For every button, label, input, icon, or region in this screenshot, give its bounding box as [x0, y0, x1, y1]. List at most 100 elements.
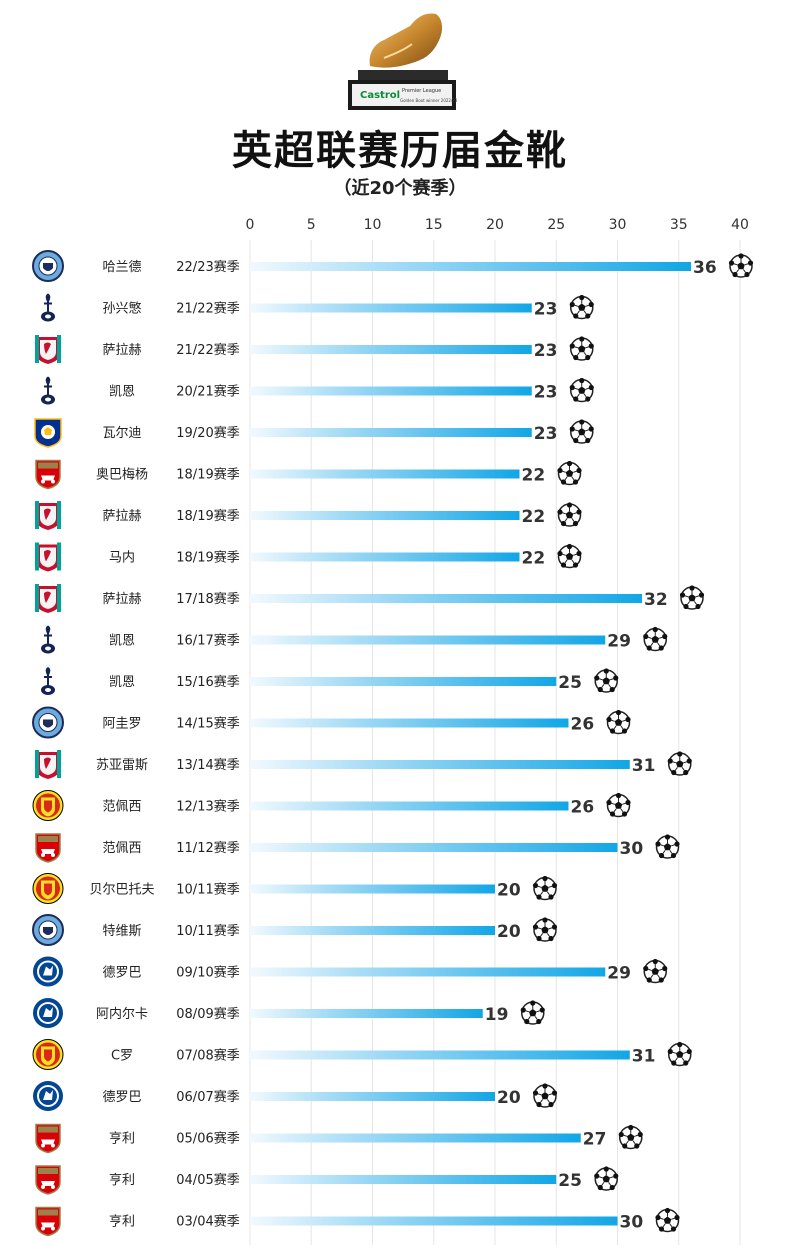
- chart-row: 奥巴梅杨 18/19赛季 22: [35, 459, 582, 490]
- season-label: 20/21赛季: [176, 384, 239, 400]
- plaque-league-text: Premier League: [402, 88, 441, 94]
- season-label: 19/20赛季: [176, 425, 239, 441]
- soccer-ball-icon: [606, 709, 631, 735]
- x-tick-label: 30: [609, 217, 627, 233]
- value-label: 22: [522, 507, 546, 527]
- soccer-ball-icon: [655, 1207, 680, 1233]
- player-name: 阿内尔卡: [96, 1006, 148, 1022]
- man-city-crest-icon: [32, 914, 64, 946]
- value-label: 26: [571, 798, 595, 818]
- man-city-crest-icon: [32, 250, 64, 282]
- player-name: C罗: [111, 1049, 133, 1064]
- man-united-crest-icon: [32, 1039, 64, 1070]
- player-name: 亨利: [109, 1214, 135, 1230]
- value-label: 29: [607, 964, 631, 984]
- player-name: 萨拉赫: [102, 343, 141, 358]
- x-tick-label: 25: [547, 217, 565, 233]
- man-city-crest-icon: [32, 706, 64, 739]
- leicester-crest-icon: [34, 418, 62, 448]
- soccer-ball-icon: [655, 834, 680, 859]
- season-label: 07/08赛季: [176, 1048, 239, 1064]
- value-label: 23: [534, 424, 558, 444]
- soccer-ball-icon: [569, 377, 594, 403]
- arsenal-crest-icon: [35, 1123, 61, 1154]
- season-label: 10/11赛季: [176, 923, 239, 939]
- player-name: 亨利: [109, 1172, 135, 1188]
- value-label: 19: [485, 1005, 509, 1025]
- value-label: 29: [607, 632, 631, 652]
- player-name: 贝尔巴托夫: [89, 883, 154, 898]
- soccer-ball-icon: [667, 751, 692, 776]
- bar: [250, 1133, 581, 1143]
- value-label: 31: [632, 756, 656, 776]
- value-label: 20: [497, 922, 521, 942]
- chart-title: 英超联赛历届金靴: [232, 128, 568, 174]
- tottenham-crest-icon: [41, 376, 55, 405]
- x-tick-label: 0: [246, 217, 255, 233]
- bar: [250, 469, 520, 479]
- player-name: 萨拉赫: [102, 509, 141, 524]
- chart-row: 瓦尔迪 19/20赛季 23: [34, 418, 594, 448]
- player-name: 德罗巴: [102, 1090, 141, 1105]
- bar: [250, 386, 532, 396]
- soccer-ball-icon: [557, 543, 582, 569]
- chart-row: 萨拉赫 21/22赛季 23: [35, 335, 594, 364]
- chart-row: 德罗巴 09/10赛季 29: [33, 956, 668, 987]
- player-name: 马内: [109, 550, 135, 566]
- value-label: 23: [534, 341, 558, 361]
- season-label: 05/06赛季: [176, 1131, 239, 1147]
- x-tick-label: 10: [364, 217, 382, 233]
- bar: [250, 635, 606, 645]
- soccer-ball-icon: [728, 253, 754, 278]
- player-name: 阿圭罗: [102, 717, 141, 732]
- player-name: 凯恩: [109, 675, 135, 690]
- value-label: 32: [644, 590, 668, 610]
- chelsea-crest-icon: [33, 1081, 63, 1111]
- soccer-ball-icon: [643, 626, 668, 652]
- value-label: 22: [522, 549, 546, 569]
- chart-row: 阿内尔卡 08/09赛季 19: [33, 998, 545, 1028]
- season-label: 08/09赛季: [176, 1006, 239, 1022]
- season-label: 22/23赛季: [176, 259, 239, 275]
- soccer-ball-icon: [532, 875, 558, 901]
- bar: [250, 428, 532, 437]
- player-name: 萨拉赫: [102, 592, 141, 607]
- value-label: 25: [558, 1171, 582, 1191]
- value-label: 27: [583, 1130, 607, 1150]
- season-label: 03/04赛季: [176, 1214, 239, 1230]
- season-label: 09/10赛季: [176, 965, 239, 981]
- bar: [250, 1175, 557, 1184]
- season-label: 16/17赛季: [176, 633, 239, 649]
- season-label: 18/19赛季: [176, 467, 239, 483]
- value-label: 20: [497, 1088, 521, 1108]
- value-label: 22: [522, 466, 546, 486]
- chart-row: 特维斯 10/11赛季 20: [32, 914, 558, 946]
- soccer-ball-icon: [679, 585, 705, 610]
- player-name: 孙兴慜: [102, 302, 141, 317]
- chart-row: C罗 07/08赛季 31: [32, 1039, 692, 1070]
- bar: [250, 552, 520, 562]
- liverpool-crest-icon: [35, 584, 61, 613]
- soccer-ball-icon: [606, 792, 631, 818]
- season-label: 11/12赛季: [176, 840, 239, 856]
- bar: [250, 843, 618, 852]
- season-label: 21/22赛季: [176, 342, 239, 358]
- chart-row: 萨拉赫 18/19赛季 22: [35, 501, 582, 530]
- x-tick-label: 5: [307, 217, 316, 233]
- season-label: 18/19赛季: [176, 550, 239, 566]
- bar: [250, 345, 532, 354]
- chart-row: 孙兴慜 21/22赛季 23: [41, 293, 594, 322]
- plaque-caption-text: Golden Boot winner 2022/23: [400, 98, 458, 103]
- bar: [250, 511, 520, 520]
- chart-row: 德罗巴 06/07赛季 20: [33, 1081, 558, 1111]
- liverpool-crest-icon: [35, 335, 61, 364]
- bar: [250, 1050, 630, 1060]
- player-name: 德罗巴: [102, 966, 141, 981]
- bar: [250, 594, 642, 603]
- player-name: 范佩西: [102, 800, 141, 815]
- value-label: 36: [693, 258, 717, 278]
- soccer-ball-icon: [594, 1166, 619, 1191]
- soccer-ball-icon: [557, 460, 582, 486]
- season-label: 15/16赛季: [176, 674, 239, 690]
- player-name: 特维斯: [102, 924, 141, 939]
